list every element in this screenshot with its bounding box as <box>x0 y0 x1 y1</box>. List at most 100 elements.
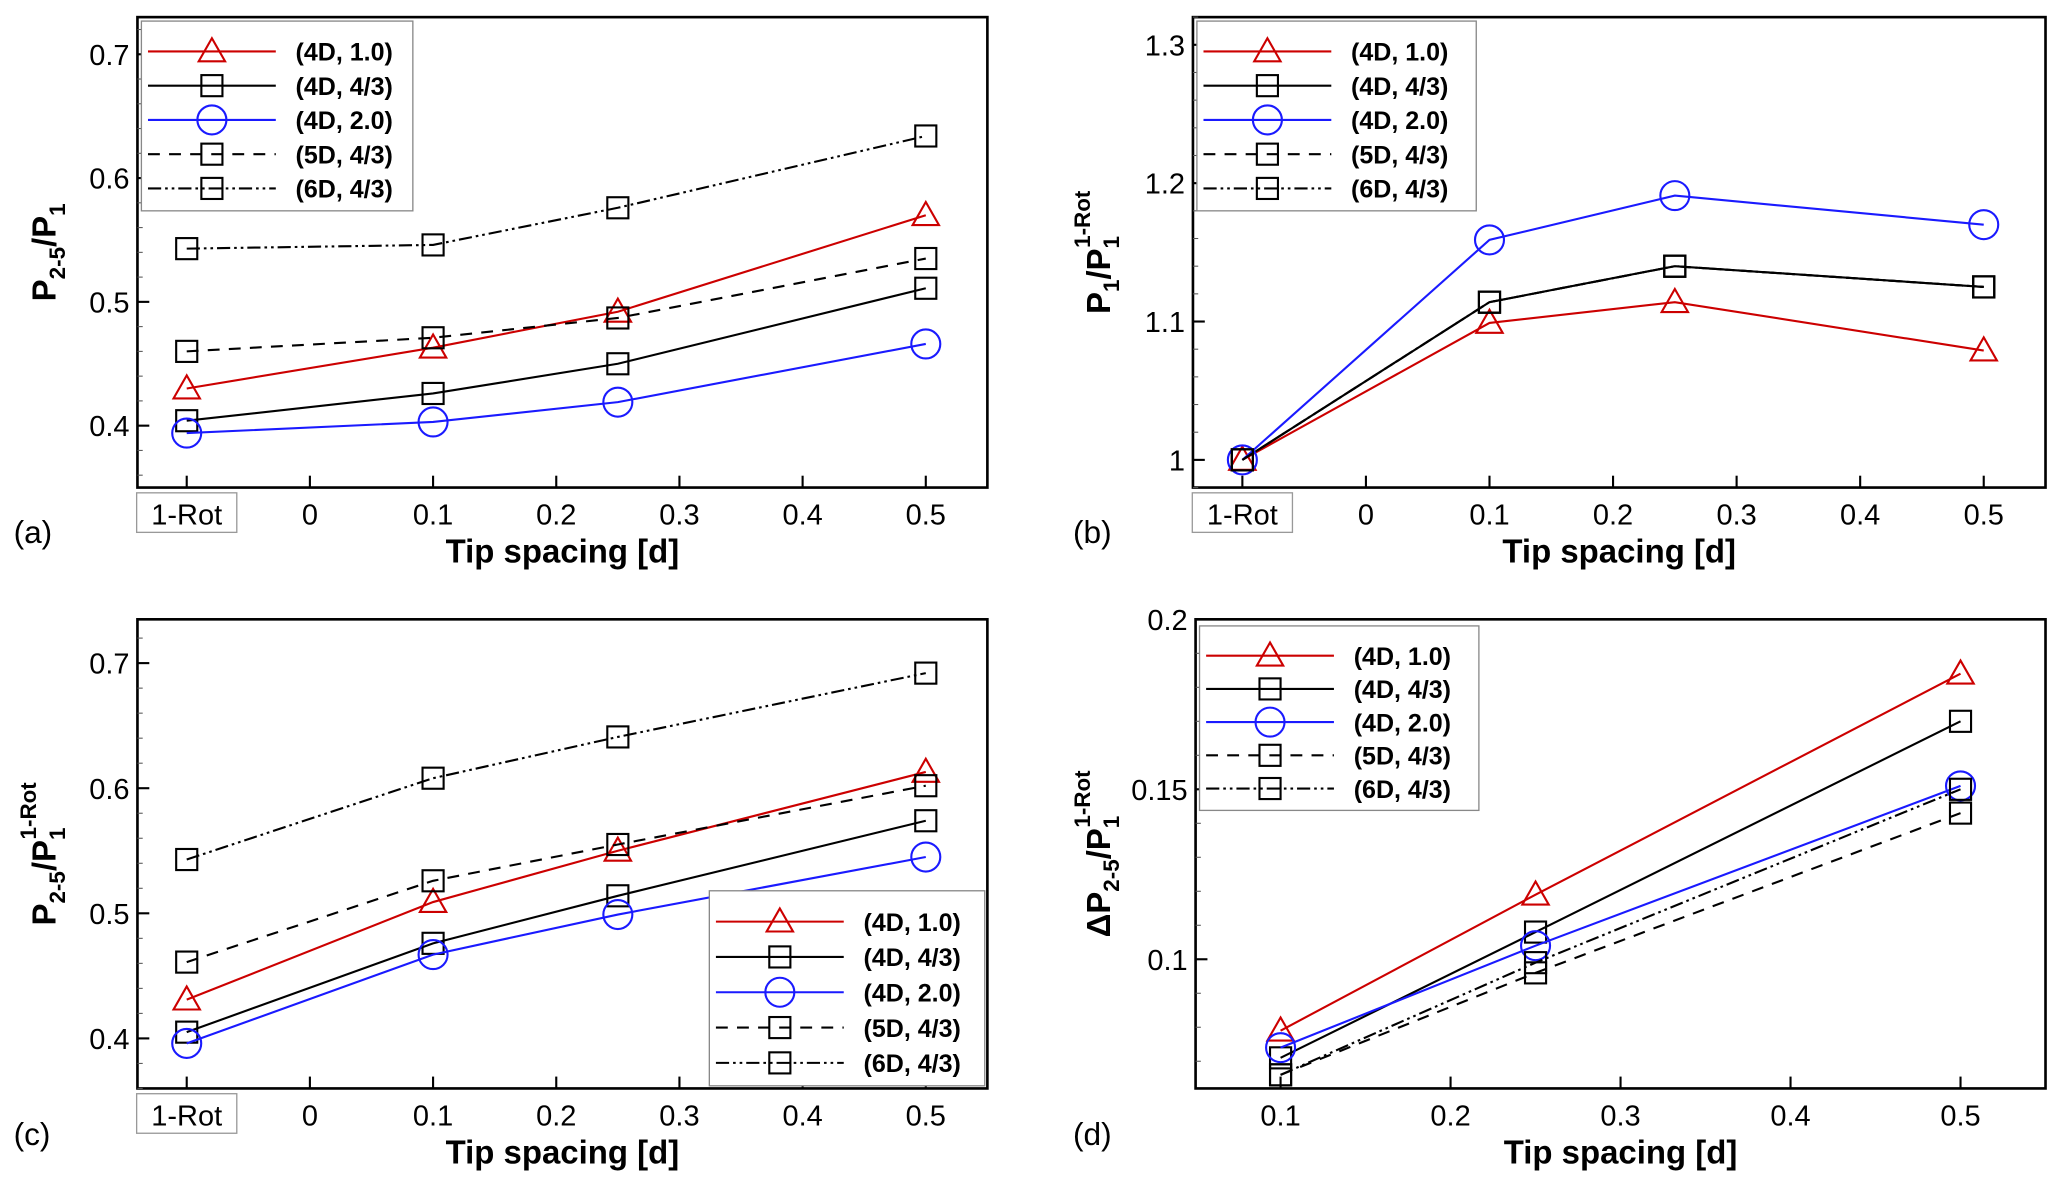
series-layer <box>1265 658 1977 1087</box>
legend-label: (4D, 4/3) <box>1351 73 1448 101</box>
x-tick-label: 0.3 <box>1600 1100 1640 1132</box>
data-point-marker <box>606 884 630 908</box>
data-point-marker <box>606 352 630 376</box>
y-title-sub2: 1 <box>45 828 70 840</box>
data-point-marker <box>1473 224 1506 256</box>
data-point-marker <box>602 899 634 931</box>
x-tick-label: 0 <box>302 499 318 531</box>
legend-label: (4D, 1.0) <box>1351 39 1448 67</box>
panel-d: 0.1 0.15 0.2 0.1 0.2 0.3 0.4 0.5 Tip spacing [d]… <box>1070 605 2047 1171</box>
legend-marker <box>1258 677 1282 701</box>
x-tick-label: 0 <box>1358 499 1374 531</box>
y-title-sup2: 1-Rot <box>16 782 41 840</box>
y-title-sup2: 1-Rot <box>1070 770 1095 828</box>
x-axis-title: Tip spacing [d] <box>1502 533 1736 570</box>
panel-c: 0.4 0.5 0.6 0.7 1-Rot 0 0.1 0.2 0.3 0.4 0.5 Tip spa… <box>14 618 989 1171</box>
series-line--4d-2-0- <box>1280 784 1961 1049</box>
x-tick-label: 0.1 <box>413 499 453 531</box>
data-point-marker <box>1523 920 1548 944</box>
data-point-marker <box>1948 777 1973 801</box>
legend-marker <box>768 1051 792 1075</box>
series-line--4d-1-0- <box>1280 672 1962 1032</box>
y-tick-label: 0.4 <box>89 1024 129 1056</box>
y-title-main: P <box>26 904 63 926</box>
x-tick-label: 0.4 <box>782 499 822 531</box>
legend-label: (4D, 2.0) <box>296 107 393 135</box>
data-point-marker <box>1945 658 1976 685</box>
legend-marker <box>196 104 228 136</box>
data-point-marker <box>914 246 938 271</box>
y-tick-label: 0.2 <box>1147 605 1187 637</box>
y-axis-title: P1/P11-Rot <box>1070 190 1124 314</box>
legend-item: (4D, 1.0) <box>1203 36 1448 67</box>
legend-item: (4D, 2.0) <box>715 976 961 1008</box>
data-point-marker <box>418 332 449 359</box>
legend-marker <box>200 176 224 201</box>
data-point-marker <box>1968 335 1999 362</box>
legend-label: (6D, 4/3) <box>296 176 393 204</box>
panel-label: (b) <box>1073 514 1112 550</box>
legend-box <box>708 890 986 1087</box>
data-point-marker <box>602 386 634 418</box>
legend-label: (4D, 2.0) <box>864 979 961 1007</box>
data-point-marker <box>606 832 630 857</box>
legend-item: (4D, 4/3) <box>1206 676 1451 704</box>
data-point-marker <box>914 124 938 148</box>
data-point-marker <box>421 233 445 257</box>
x-tick-label: 1-Rot <box>151 1100 222 1132</box>
legend-marker <box>200 74 224 98</box>
y-tick-label: 0.15 <box>1131 775 1187 807</box>
legend-item: (5D, 4/3) <box>715 1015 961 1043</box>
y-title-slash: / <box>26 238 63 247</box>
x-tick-label: 0.4 <box>1770 1100 1810 1132</box>
legend-label: (4D, 2.0) <box>1351 107 1448 135</box>
legend-item: (4D, 2.0) <box>1203 104 1448 136</box>
x-tick-label: 0.5 <box>1964 499 2004 531</box>
one-rot-label-box <box>135 1093 238 1134</box>
legend-label: (4D, 4/3) <box>296 73 393 101</box>
series-line--6d-4-3- <box>1280 788 1961 1076</box>
legend-item: (4D, 1.0) <box>715 906 961 937</box>
series-line--5d-4-3- <box>186 257 926 353</box>
data-point-marker <box>175 339 199 363</box>
legend-label: (4D, 2.0) <box>1354 709 1451 737</box>
legend-item: (6D, 4/3) <box>147 176 393 204</box>
data-point-marker <box>910 756 941 783</box>
data-point-marker <box>1265 1032 1297 1064</box>
x-axis-title: Tip spacing [d] <box>446 1134 680 1171</box>
legend-label: (4D, 4/3) <box>1354 676 1451 704</box>
legend-marker <box>1254 706 1286 738</box>
legend-marker <box>1255 176 1279 201</box>
y-title-main: P <box>26 279 63 301</box>
data-point-marker <box>1265 1015 1296 1042</box>
y-tick-label: 0.5 <box>89 287 129 319</box>
data-point-marker <box>421 326 445 350</box>
series-line--6d-4-3- <box>186 134 927 250</box>
legend-item: (4D, 1.0) <box>147 36 393 67</box>
legend-marker <box>1258 776 1282 801</box>
data-point-marker <box>417 939 449 971</box>
y-title-sub2: 1 <box>1099 236 1124 248</box>
data-point-marker <box>1968 209 2000 241</box>
y-tick-label: 0.7 <box>89 649 129 681</box>
y-title-slash: / <box>26 862 63 871</box>
panel-label: (d) <box>1073 1116 1112 1152</box>
y-title-sub: 2-5 <box>1099 859 1124 891</box>
x-tick-label: 1-Rot <box>1207 499 1278 531</box>
panel-label: (c) <box>14 1116 51 1152</box>
data-point-marker <box>602 296 633 323</box>
data-point-marker <box>1474 307 1505 334</box>
legend-marker <box>768 1015 792 1040</box>
data-point-marker <box>1659 180 1691 212</box>
data-point-marker <box>1520 879 1551 906</box>
legend-box <box>140 20 414 212</box>
y-title-slash: / <box>1080 850 1117 859</box>
legend-item: (5D, 4/3) <box>147 141 393 169</box>
x-tick-label: 0.5 <box>906 1100 946 1132</box>
legend-item: (4D, 1.0) <box>1206 640 1451 671</box>
data-point-marker <box>418 886 449 913</box>
series-layer <box>1226 180 2000 476</box>
legend: (4D, 1.0) (4D, 4/3) (4D, 2.0) (5D, 4/3) (6D,… <box>1198 625 1480 812</box>
one-rot-label-box <box>1191 492 1294 534</box>
legend-label: (6D, 4/3) <box>1354 776 1451 804</box>
